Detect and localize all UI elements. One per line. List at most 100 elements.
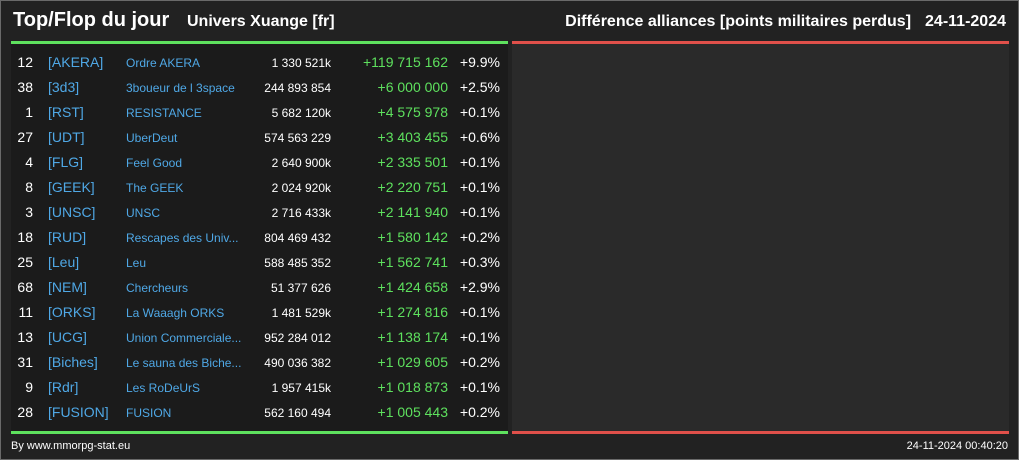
alliance-tag-link[interactable]: [UNSC] [48, 204, 96, 220]
alliance-tag-link[interactable]: [Rdr] [48, 379, 79, 395]
alliance-name-link[interactable]: Rescapes des Univ... [126, 231, 239, 245]
alliance-tag-link[interactable]: [Biches] [48, 354, 98, 370]
rank-cell: 18 [17, 229, 33, 245]
alliance-name-link[interactable]: Leu [126, 256, 147, 270]
alliance-name-link[interactable]: UNSC [126, 206, 161, 220]
rank-cell: 11 [18, 304, 33, 320]
points-cell: 588 485 352 [264, 256, 331, 270]
page-title: Top/Flop du jour [13, 9, 170, 31]
percent-cell: +0.1% [459, 304, 500, 320]
flop-panel [512, 41, 1009, 434]
rank-cell: 1 [25, 104, 33, 120]
alliance-name-link[interactable]: Chercheurs [126, 281, 189, 295]
points-cell: 5 682 120k [271, 106, 331, 120]
alliance-name-link[interactable]: Union Commerciale... [126, 331, 242, 345]
percent-cell: +0.2% [459, 404, 500, 420]
difference-cell: +1 018 873 [377, 379, 448, 395]
percent-cell: +0.1% [459, 104, 500, 120]
table-row: 12 [AKERA] Ordre AKERA 1 330 521k +119 715 1… [11, 51, 508, 76]
points-cell: 2 024 920k [271, 181, 331, 195]
header-right: Différence alliances [points militaires … [565, 13, 1006, 31]
table-row: 38 [3d3] 3boueur de l 3space 244 893 854 +6 … [11, 76, 508, 101]
difference-cell: +1 274 816 [377, 304, 448, 320]
table-row: 4 [FLG] Feel Good 2 640 900k +2 335 501 +0.1% [11, 151, 508, 176]
rank-cell: 38 [17, 79, 33, 95]
alliance-name-link[interactable]: Les RoDeUrS [126, 381, 201, 395]
universe-label: Univers Xuange [fr] [187, 13, 335, 30]
difference-cell: +2 335 501 [377, 154, 448, 170]
percent-cell: +0.1% [459, 154, 500, 170]
rank-cell: 27 [17, 129, 33, 145]
alliance-tag-link[interactable]: [UDT] [48, 129, 85, 145]
metric-label: Différence alliances [points militaires … [565, 13, 912, 30]
difference-cell: +2 220 751 [377, 179, 448, 195]
difference-cell: +1 138 174 [377, 329, 448, 345]
table-row: 3 [UNSC] UNSC 2 716 433k +2 141 940 +0.1% [11, 201, 508, 226]
table-row: 31 [Biches] Le sauna des Biche... 490 036 3… [11, 351, 508, 376]
points-cell: 2 716 433k [271, 206, 331, 220]
rank-cell: 4 [25, 154, 33, 170]
footer-credit[interactable]: By www.mmorpg-stat.eu [11, 440, 131, 452]
alliance-tag-link[interactable]: [AKERA] [48, 54, 104, 70]
alliance-tag-link[interactable]: [FLG] [48, 154, 84, 170]
rank-cell: 68 [17, 279, 33, 295]
alliance-tag-link[interactable]: [UCG] [48, 329, 87, 345]
header: Top/Flop du jour Univers Xuange [fr] Dif… [1, 1, 1018, 41]
difference-cell: +1 029 605 [377, 354, 448, 370]
table-row: 18 [RUD] Rescapes des Univ... 804 469 432 +1… [11, 226, 508, 251]
percent-cell: +9.9% [459, 54, 500, 70]
alliance-tag-link[interactable]: [GEEK] [48, 179, 95, 195]
points-cell: 2 640 900k [271, 156, 331, 170]
footer-timestamp: 24-11-2024 00:40:20 [906, 440, 1008, 452]
alliance-tag-link[interactable]: [Leu] [48, 254, 80, 270]
alliance-name-link[interactable]: RESISTANCE [126, 106, 202, 120]
rank-cell: 13 [17, 329, 33, 345]
difference-cell: +2 141 940 [377, 204, 448, 220]
alliance-name-link[interactable]: Feel Good [126, 156, 183, 170]
table-row: 1 [RST] RESISTANCE 5 682 120k +4 575 978 +0.1… [11, 101, 508, 126]
points-cell: 562 160 494 [264, 406, 331, 420]
alliance-name-link[interactable]: Le sauna des Biche... [126, 356, 242, 370]
difference-cell: +3 403 455 [377, 129, 448, 145]
difference-cell: +119 715 162 [363, 54, 448, 70]
rank-cell: 31 [17, 354, 33, 370]
points-cell: 1 957 415k [271, 381, 331, 395]
alliance-name-link[interactable]: 3boueur de l 3space [126, 81, 235, 95]
alliance-tag-link[interactable]: [NEM] [48, 279, 87, 295]
points-cell: 574 563 229 [264, 131, 331, 145]
percent-cell: +0.2% [459, 354, 500, 370]
rank-cell: 9 [25, 379, 33, 395]
top-list: 12 [AKERA] Ordre AKERA 1 330 521k +119 715 1… [11, 51, 508, 426]
percent-cell: +0.2% [459, 229, 500, 245]
table-row: 8 [GEEK] The GEEK 2 024 920k +2 220 751 +0.1% [11, 176, 508, 201]
alliance-tag-link[interactable]: [RST] [48, 104, 84, 120]
header-date: 24-11-2024 [925, 13, 1006, 30]
difference-cell: +1 424 658 [377, 279, 448, 295]
percent-cell: +0.1% [459, 329, 500, 345]
alliance-name-link[interactable]: The GEEK [126, 181, 184, 195]
alliance-name-link[interactable]: FUSION [126, 406, 172, 420]
alliance-name-link[interactable]: Ordre AKERA [126, 56, 201, 70]
top-panel: 12 [AKERA] Ordre AKERA 1 330 521k +119 715 1… [11, 41, 508, 434]
table-row: 27 [UDT] UberDeut 574 563 229 +3 403 455 +0.6… [11, 126, 508, 151]
points-cell: 952 284 012 [264, 331, 331, 345]
alliance-name-link[interactable]: UberDeut [126, 131, 178, 145]
table-row: 68 [NEM] Chercheurs 51 377 626 +1 424 658 +2.… [11, 276, 508, 301]
rank-cell: 25 [17, 254, 33, 270]
table-row: 11 [ORKS] La Waaagh ORKS 1 481 529k +1 274 8… [11, 301, 508, 326]
alliance-tag-link[interactable]: [ORKS] [48, 304, 96, 320]
alliance-name-link[interactable]: La Waaagh ORKS [126, 306, 225, 320]
percent-cell: +2.9% [459, 279, 500, 295]
percent-cell: +0.1% [459, 179, 500, 195]
difference-cell: +1 005 443 [377, 404, 448, 420]
alliance-tag-link[interactable]: [3d3] [48, 79, 80, 95]
alliance-tag-link[interactable]: [FUSION] [48, 404, 109, 420]
points-cell: 1 330 521k [271, 56, 331, 70]
table-row: 28 [FUSION] FUSION 562 160 494 +1 005 443 +0.… [11, 401, 508, 426]
points-cell: 804 469 432 [264, 231, 331, 245]
percent-cell: +0.3% [459, 254, 500, 270]
alliance-tag-link[interactable]: [RUD] [48, 229, 87, 245]
percent-cell: +0.1% [459, 379, 500, 395]
difference-cell: +1 562 741 [377, 254, 448, 270]
